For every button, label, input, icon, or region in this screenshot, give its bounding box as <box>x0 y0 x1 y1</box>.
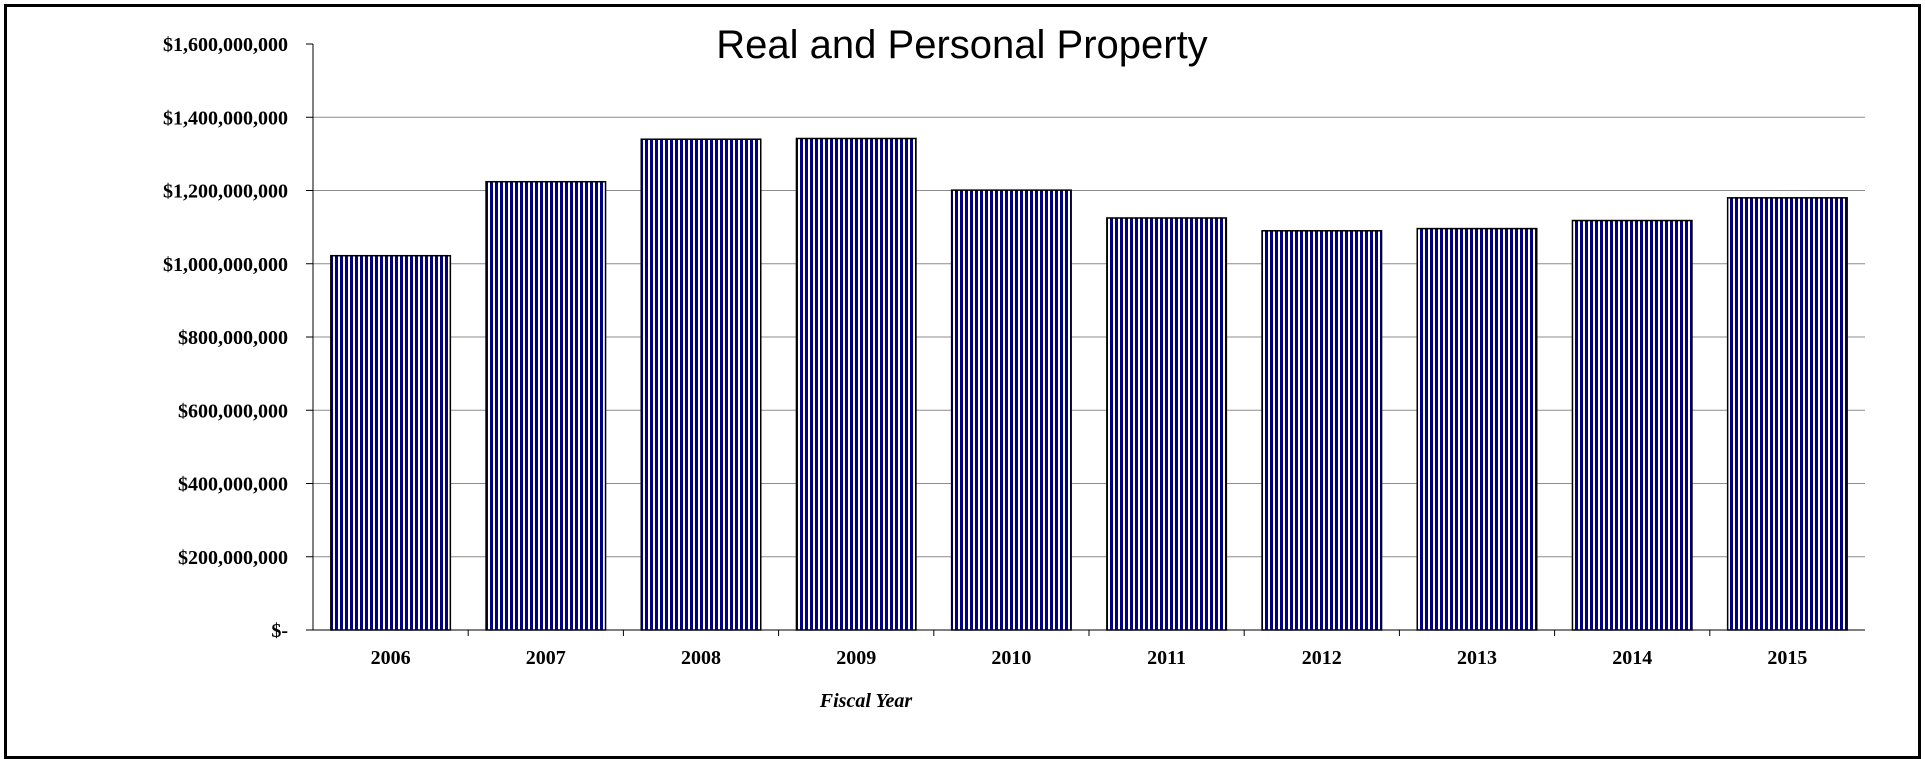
y-tick-label: $1,000,000,000 <box>163 254 288 276</box>
y-tick-label: $1,400,000,000 <box>163 107 288 129</box>
bar-2008 <box>640 138 762 631</box>
bar-2012 <box>1261 230 1383 631</box>
bar-2006 <box>330 254 452 631</box>
bar-2011 <box>1106 217 1228 631</box>
y-tick-label: $400,000,000 <box>178 474 288 496</box>
bar-2007 <box>485 180 607 631</box>
bar-2010 <box>950 189 1072 631</box>
bar-2015 <box>1726 197 1848 631</box>
x-tick-label: 2006 <box>371 647 411 669</box>
x-axis-label: Fiscal Year <box>819 690 913 712</box>
x-tick-label: 2007 <box>526 647 566 669</box>
x-tick-label: 2012 <box>1302 647 1342 669</box>
chart-title: Real and Personal Property <box>716 23 1207 67</box>
x-tick-label: 2013 <box>1457 647 1497 669</box>
x-tick-label: 2010 <box>991 647 1031 669</box>
bar-2014 <box>1571 219 1693 631</box>
bar-2009 <box>795 137 917 631</box>
y-tick-label: $1,200,000,000 <box>163 181 288 203</box>
x-tick-label: 2011 <box>1147 647 1186 669</box>
y-tick-label: $- <box>271 620 288 642</box>
x-tick-label: 2015 <box>1767 647 1807 669</box>
x-tick-label: 2014 <box>1612 647 1652 669</box>
y-tick-label: $800,000,000 <box>178 327 288 349</box>
x-tick-label: 2009 <box>836 647 876 669</box>
y-tick-label: $200,000,000 <box>178 547 288 569</box>
bar-2013 <box>1416 227 1538 631</box>
y-tick-label: $1,600,000,000 <box>163 34 288 56</box>
y-tick-label: $600,000,000 <box>178 400 288 422</box>
x-tick-label: 2008 <box>681 647 721 669</box>
